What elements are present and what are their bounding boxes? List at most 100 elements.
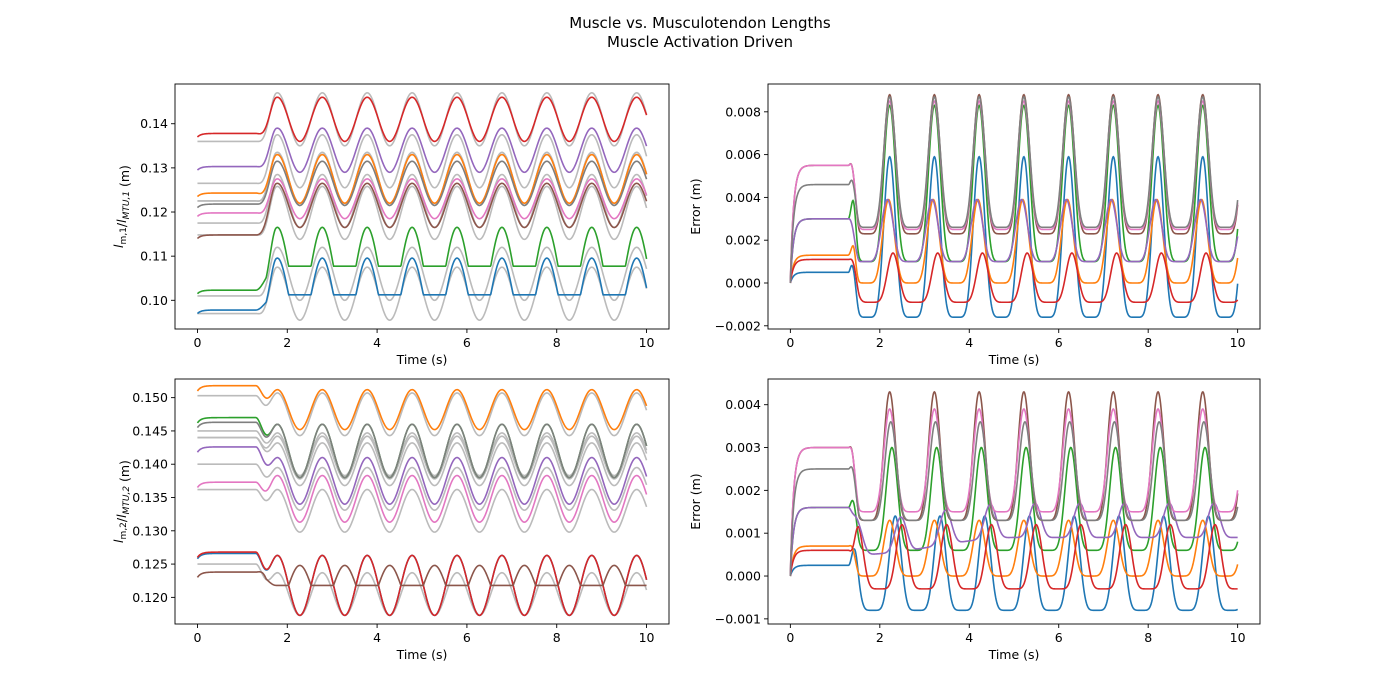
y-tick-label: 0.000	[725, 275, 761, 290]
x-axis-label: Time (s)	[988, 352, 1040, 367]
series-line-red-muscle	[196, 96, 648, 143]
x-tick-label: 4	[373, 335, 381, 350]
panel-top-left: 0 2 4 6 8 10 0.10 0.11 0.12 0.13 0.14 Time (s) lm,1/…	[111, 83, 670, 367]
series-line-purple	[789, 198, 1239, 284]
y-tick-label: 0.003	[725, 440, 761, 455]
series-line-tendon_gray-mtu	[197, 185, 648, 241]
axes-frame	[767, 83, 1261, 330]
x-tick-label: 10	[639, 335, 655, 350]
x-tick-label: 2	[876, 630, 884, 645]
x-axis-label: Time (s)	[988, 647, 1040, 662]
x-tick-label: 2	[283, 630, 291, 645]
series-line-tendon_gray-mtu	[197, 266, 648, 321]
y-axis-label: Error (m)	[688, 473, 703, 529]
y-tick-label: 0.13	[140, 160, 168, 175]
series-line-gray-muscle	[196, 160, 648, 209]
y-tick-label: 0.11	[140, 249, 168, 264]
series-line-tendon_gray-mtu	[197, 133, 648, 189]
y-axis-label: Error (m)	[688, 178, 703, 234]
series-line-red-muscle	[196, 551, 648, 617]
x-tick-label: 6	[1055, 335, 1063, 350]
series-line-tendon_gray-mtu	[197, 392, 648, 437]
x-tick-label: 4	[965, 335, 973, 350]
axes-frame	[174, 83, 670, 330]
x-tick-label: 6	[1055, 630, 1063, 645]
series-line-purple-muscle	[196, 127, 648, 174]
y-tick-label: 0.135	[132, 490, 168, 505]
series-line-green-muscle	[196, 226, 648, 295]
series-line-tendon_gray-mtu	[197, 436, 648, 487]
x-tick-label: 8	[1144, 335, 1152, 350]
y-tick-label: −0.002	[715, 318, 761, 333]
x-tick-label: 4	[965, 630, 973, 645]
y-tick-label: 0.130	[132, 523, 168, 538]
series-line-blue	[789, 155, 1239, 319]
panel-bottom-left: 0 2 4 6 8 10 0.120 0.125 0.130 0.135 0.140 0.145 0.1…	[111, 378, 670, 662]
x-tick-label: 2	[283, 335, 291, 350]
series-line-purple-muscle	[196, 446, 648, 505]
series-line-orange	[789, 519, 1239, 577]
series-group	[789, 390, 1239, 612]
y-tick-label: 0.14	[140, 116, 168, 131]
panel-top-right: 0 2 4 6 8 10 −0.002 0.000 0.002 0.004 0.006 0.008 Ti…	[688, 83, 1261, 367]
x-tick-label: 10	[1230, 630, 1246, 645]
y-tick-label: 0.125	[132, 557, 168, 572]
y-tick-label: 0.006	[725, 147, 761, 162]
y-tick-label: 0.145	[132, 423, 168, 438]
axes-frame	[767, 378, 1261, 625]
y-axis-label: lm,2/lMTU,2 (m)	[111, 460, 132, 543]
series-line-blue-muscle	[196, 257, 648, 315]
series-line-pink-muscle	[196, 474, 648, 523]
x-tick-label: 0	[786, 335, 794, 350]
series-group	[196, 92, 648, 321]
series-line-tendon_gray-mtu	[197, 463, 648, 511]
y-tick-label: 0.008	[725, 104, 761, 119]
series-line-tendon_gray-mtu	[197, 435, 648, 480]
x-tick-label: 4	[373, 630, 381, 645]
axes-frame	[174, 378, 670, 625]
y-tick-label: 0.140	[132, 457, 168, 472]
x-tick-label: 6	[463, 335, 471, 350]
x-tick-label: 8	[1144, 630, 1152, 645]
series-line-pink-muscle	[196, 178, 648, 220]
series-line-brown-muscle	[196, 564, 647, 587]
series-line-red	[789, 252, 1239, 304]
x-tick-label: 6	[463, 630, 471, 645]
series-line-brown-muscle	[196, 182, 648, 240]
figure-title: Muscle vs. Musculotendon Lengths	[569, 14, 831, 32]
y-tick-label: 0.002	[725, 483, 761, 498]
x-axis-label: Time (s)	[396, 352, 448, 367]
series-group	[789, 93, 1239, 319]
x-tick-label: 10	[1230, 335, 1246, 350]
series-line-pink	[789, 408, 1239, 577]
y-tick-label: 0.001	[725, 526, 761, 541]
x-tick-label: 2	[876, 335, 884, 350]
y-tick-label: 0.004	[725, 397, 761, 412]
x-tick-label: 0	[193, 335, 201, 350]
y-tick-label: 0.12	[140, 205, 168, 220]
series-line-green	[789, 446, 1239, 577]
series-line-blue-muscle	[196, 552, 648, 617]
panel-bottom-right: 0 2 4 6 8 10 −0.001 0.000 0.001 0.002 0.003 0.004 Ti…	[688, 378, 1261, 662]
x-axis-label: Time (s)	[396, 647, 448, 662]
y-tick-label: 0.150	[132, 390, 168, 405]
y-tick-label: 0.000	[725, 569, 761, 584]
series-line-tendon_gray-mtu	[197, 430, 648, 477]
series-line-gray	[789, 95, 1239, 284]
series-group	[196, 384, 648, 617]
series-line-purple	[789, 502, 1238, 577]
x-tick-label: 0	[786, 630, 794, 645]
series-line-gray	[789, 420, 1239, 577]
y-tick-label: 0.002	[725, 233, 761, 248]
y-axis-label: lm,1/lMTU,1 (m)	[111, 165, 132, 248]
x-tick-label: 8	[553, 630, 561, 645]
y-tick-label: −0.001	[715, 611, 761, 626]
figure-subtitle: Muscle Activation Driven	[606, 33, 794, 51]
series-line-orange-muscle	[196, 153, 648, 204]
series-line-tendon_gray-mtu	[197, 246, 648, 302]
series-line-orange-muscle	[196, 384, 648, 431]
x-tick-label: 0	[193, 630, 201, 645]
y-tick-label: 0.004	[725, 190, 761, 205]
